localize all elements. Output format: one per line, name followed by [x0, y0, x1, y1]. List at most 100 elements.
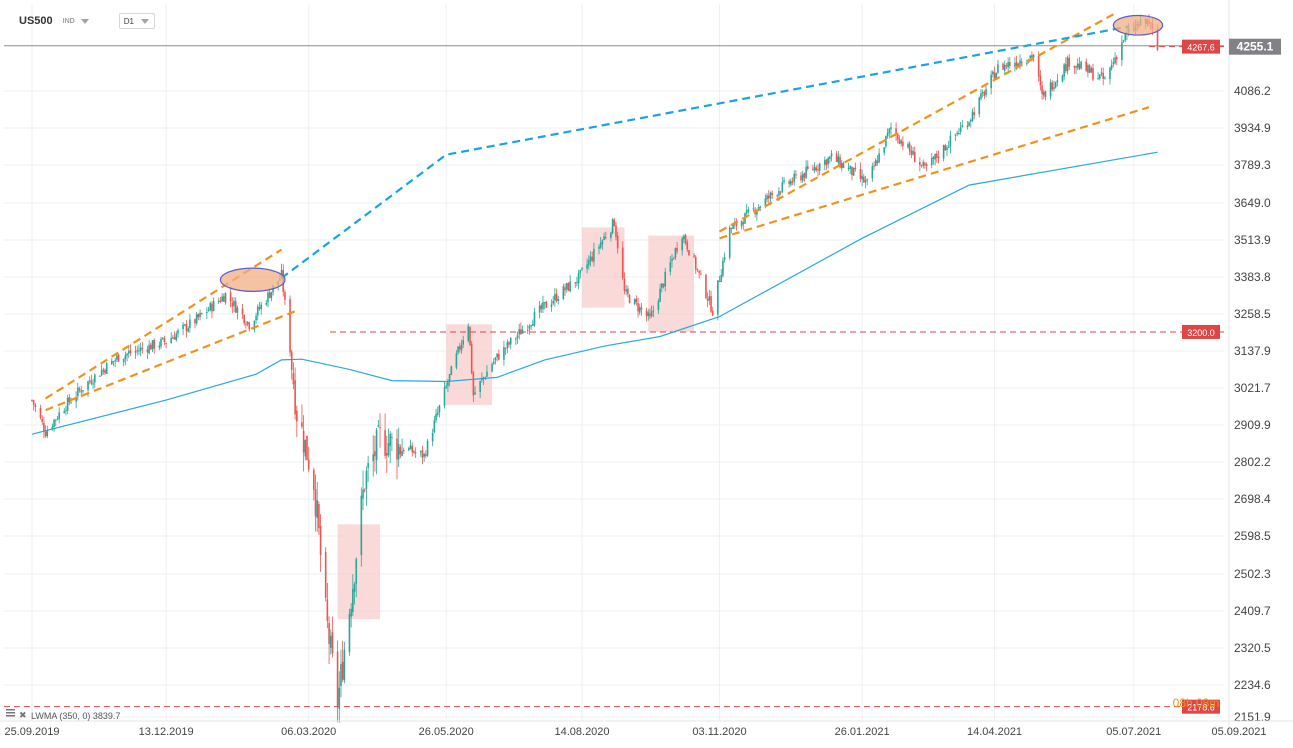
candle	[669, 256, 672, 276]
candle	[981, 89, 984, 98]
grid	[4, 4, 1240, 721]
candle	[431, 428, 434, 447]
candle	[800, 171, 802, 183]
candle	[88, 376, 91, 385]
candle	[374, 435, 376, 472]
candle	[447, 378, 449, 393]
candle	[1068, 53, 1071, 71]
candle	[920, 164, 923, 168]
candle	[1002, 62, 1004, 70]
candle	[830, 150, 833, 162]
y-tick-label: 2320.5	[1234, 641, 1271, 655]
candle	[509, 337, 512, 350]
candle	[1092, 63, 1094, 82]
candle	[885, 135, 887, 149]
candle	[399, 444, 402, 459]
candle	[613, 217, 616, 227]
candle	[896, 132, 899, 144]
candle	[907, 141, 909, 149]
candle	[1097, 72, 1099, 80]
candle	[329, 629, 332, 655]
candle	[526, 324, 529, 335]
candle	[245, 320, 247, 329]
candle	[589, 251, 592, 267]
symbol-label[interactable]: US500	[19, 15, 53, 27]
candle	[1122, 39, 1125, 43]
candle	[146, 346, 149, 360]
candle	[542, 295, 544, 314]
consolidation-box	[648, 235, 695, 332]
candle	[554, 288, 556, 307]
candle	[343, 641, 346, 684]
candle	[175, 331, 178, 342]
y-tick-label: 2909.9	[1234, 418, 1271, 432]
candle	[781, 176, 784, 194]
channel-line	[718, 13, 1114, 233]
candle	[876, 155, 879, 166]
candle	[863, 173, 865, 183]
indicator-remove-icon[interactable]: ✖	[19, 710, 27, 720]
market-dropdown-icon[interactable]	[80, 18, 89, 24]
candle	[966, 121, 969, 130]
candle	[728, 225, 731, 260]
candle	[586, 258, 588, 274]
candle	[372, 435, 375, 477]
candle	[515, 336, 517, 345]
channel-line	[45, 248, 283, 400]
candle	[1078, 57, 1081, 71]
candle	[562, 283, 565, 300]
candle	[900, 138, 902, 147]
candle	[328, 616, 330, 665]
candle	[494, 356, 497, 365]
candle	[379, 413, 381, 448]
candle	[433, 415, 436, 434]
candle	[983, 90, 986, 99]
candle	[1100, 67, 1103, 77]
candle	[353, 581, 356, 605]
candle	[866, 178, 869, 186]
candle	[1061, 74, 1064, 83]
candle	[990, 70, 992, 95]
y-tick-label: 2802.2	[1234, 455, 1271, 469]
candle	[211, 301, 213, 318]
candle	[1051, 80, 1054, 92]
candle	[717, 280, 719, 321]
candle	[409, 439, 412, 450]
candle	[469, 326, 471, 347]
candle	[555, 288, 558, 303]
candle	[386, 435, 388, 474]
indicator-menu-icon[interactable]	[6, 709, 15, 717]
candle	[747, 206, 750, 214]
candle	[141, 341, 144, 354]
candle	[723, 252, 726, 263]
candle	[425, 450, 427, 459]
candle	[231, 297, 234, 314]
candle	[520, 322, 522, 335]
candle	[110, 358, 113, 365]
timeframe-selector[interactable]: D1	[118, 13, 155, 29]
channel-line	[45, 309, 298, 412]
candle	[294, 367, 296, 420]
candle	[338, 671, 341, 723]
candle	[100, 364, 103, 377]
candle	[635, 295, 638, 306]
y-tick-label: 3789.3	[1234, 158, 1271, 172]
candle	[34, 403, 37, 413]
candle	[662, 283, 665, 289]
candle	[650, 305, 653, 318]
candle	[564, 283, 566, 296]
candle	[504, 347, 507, 355]
candle	[851, 166, 853, 181]
y-tick-label: 3934.9	[1234, 121, 1271, 135]
candle	[241, 304, 244, 320]
candle	[170, 332, 173, 344]
candle	[1110, 59, 1113, 71]
candle	[160, 336, 162, 350]
candle	[633, 298, 636, 306]
channel-line	[719, 106, 1150, 240]
candle	[937, 150, 940, 164]
candle	[129, 344, 132, 357]
candle	[898, 135, 901, 145]
